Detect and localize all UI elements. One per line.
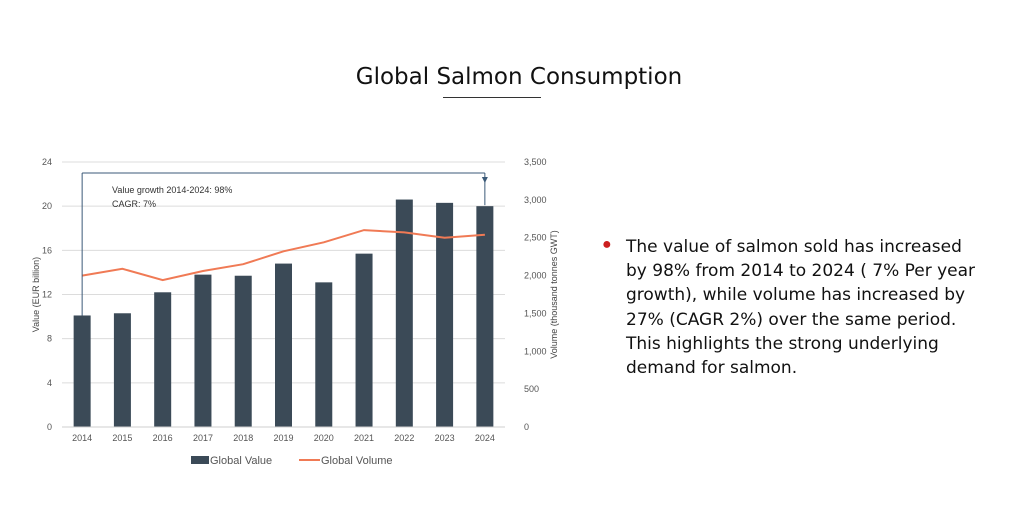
- bullet-text: The value of salmon sold has increased b…: [626, 237, 976, 379]
- y2-tick-label: 1,500: [524, 308, 547, 318]
- annotation-line-1: Value growth 2014-2024: 98%: [112, 185, 232, 195]
- bars: [73, 199, 494, 427]
- x-tick-label: 2014: [72, 433, 92, 443]
- y2-tick-label: 2,500: [524, 233, 547, 243]
- bar-global-value: [275, 263, 292, 427]
- y2-tick-label: 2,000: [524, 271, 547, 281]
- growth-annotation: Value growth 2014-2024: 98% CAGR: 7%: [81, 172, 488, 316]
- bar-global-value: [234, 275, 252, 427]
- bar-global-value: [355, 253, 373, 427]
- x-tick-label: 2023: [435, 433, 455, 443]
- legend-swatch-value: [191, 456, 209, 464]
- bar-global-value: [395, 199, 413, 427]
- x-tick-label: 2017: [193, 433, 213, 443]
- page-title: Global Salmon Consumption: [355, 64, 683, 90]
- y-tick-label: 24: [42, 157, 52, 167]
- y2-tick-label: 3,500: [524, 157, 547, 167]
- bar-global-value: [194, 274, 212, 427]
- legend: Global Value Global Volume: [191, 455, 393, 467]
- x-tick-label: 2015: [112, 433, 132, 443]
- bar-global-value: [476, 206, 494, 427]
- y2-axis-label: Volume (thousand tonnes GWT): [549, 230, 559, 359]
- bar-global-value: [436, 202, 454, 427]
- x-tick-label: 2018: [233, 433, 253, 443]
- bar-global-value: [154, 292, 172, 427]
- x-tick-label: 2020: [314, 433, 334, 443]
- y-tick-label: 20: [42, 201, 52, 211]
- axes: 0481216202405001,0001,5002,0002,5003,000…: [31, 157, 559, 443]
- x-tick-label: 2021: [354, 433, 374, 443]
- volume-line-layer: [81, 229, 485, 282]
- x-tick-label: 2016: [153, 433, 173, 443]
- y-tick-label: 16: [42, 245, 52, 255]
- y-tick-label: 4: [47, 378, 52, 388]
- y2-tick-label: 0: [524, 422, 529, 432]
- title-underline: [443, 97, 541, 98]
- annotation-line-2: CAGR: 7%: [112, 199, 156, 209]
- y2-tick-label: 3,000: [524, 195, 547, 205]
- y-axis-label: Value (EUR billion): [31, 257, 41, 332]
- legend-label-value: Global Value: [210, 455, 272, 467]
- x-tick-label: 2024: [475, 433, 495, 443]
- x-tick-label: 2022: [394, 433, 414, 443]
- line-global-volume: [81, 229, 485, 282]
- x-tick-label: 2019: [273, 433, 293, 443]
- y-tick-label: 12: [42, 290, 52, 300]
- bullet-dot: ●: [602, 236, 612, 253]
- legend-label-volume: Global Volume: [321, 455, 393, 467]
- y-tick-label: 8: [47, 334, 52, 344]
- bullet-point: ● The value of salmon sold has increased…: [602, 235, 987, 380]
- bar-global-value: [73, 315, 91, 427]
- y-tick-label: 0: [47, 422, 52, 432]
- y2-tick-label: 500: [524, 384, 539, 394]
- y2-tick-label: 1,000: [524, 346, 547, 356]
- bar-global-value: [315, 282, 333, 427]
- bar-global-value: [113, 313, 131, 427]
- bracket-arrow: [481, 177, 488, 183]
